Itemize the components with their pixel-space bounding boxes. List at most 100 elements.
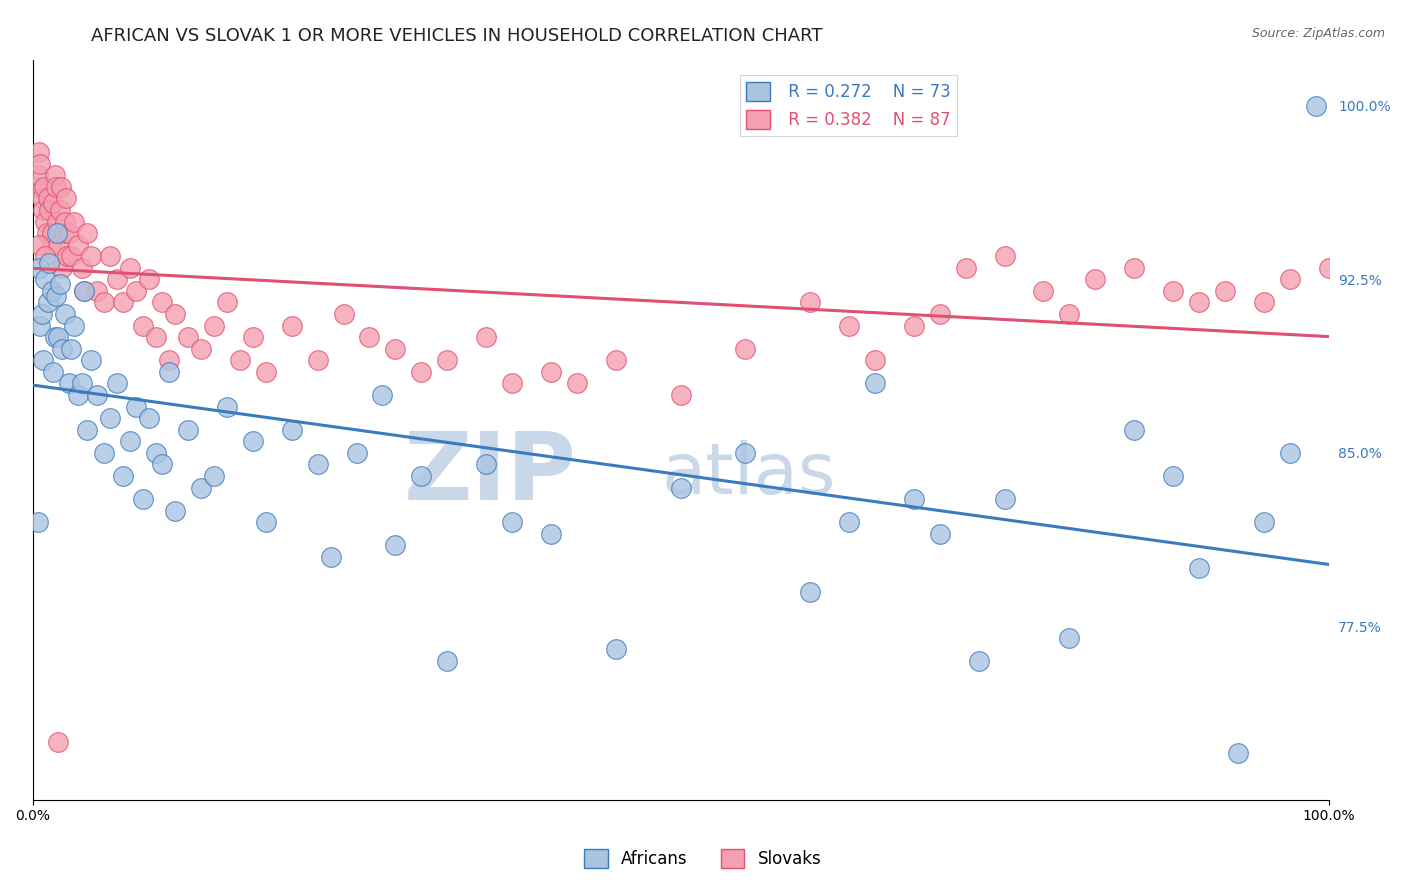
Point [475,458,498,472]
Point [80,353,103,368]
Point [98,249,121,263]
Point [202,318,225,333]
Point [70,260,93,275]
Point [994,491,1017,506]
Point [37,191,59,205]
Point [157,353,180,368]
Point [1084,272,1107,286]
Point [1188,295,1211,310]
Point [66,388,89,402]
Point [177,330,200,344]
Point [118,434,141,449]
Point [229,353,252,368]
Point [1213,284,1236,298]
Point [30,318,52,333]
Point [384,538,406,552]
Point [138,272,160,286]
Point [1317,260,1340,275]
Point [165,307,187,321]
Point [112,295,135,310]
Point [190,342,212,356]
Point [37,295,59,310]
Point [215,400,238,414]
Legend: Africans, Slovaks: Africans, Slovaks [578,842,828,875]
Point [53,307,76,321]
Point [80,249,103,263]
Point [30,157,52,171]
Point [928,307,950,321]
Point [254,365,277,379]
Point [41,226,63,240]
Point [307,353,329,368]
Point [280,423,302,437]
Point [1059,307,1081,321]
Point [86,284,108,298]
Point [669,388,692,402]
Point [1278,446,1301,460]
Point [411,365,433,379]
Point [118,260,141,275]
Point [838,515,860,529]
Point [55,191,77,205]
Point [475,330,498,344]
Point [27,168,49,182]
Point [411,469,433,483]
Point [254,515,277,529]
Point [359,330,381,344]
Point [215,295,238,310]
Point [28,237,51,252]
Point [53,214,76,228]
Point [605,353,627,368]
Point [346,446,368,460]
Point [994,249,1017,263]
Point [48,735,70,749]
Point [76,423,98,437]
Point [145,446,167,460]
Point [31,307,53,321]
Text: ZIP: ZIP [404,428,576,520]
Point [540,526,562,541]
Point [1253,515,1275,529]
Point [838,318,860,333]
Point [307,458,329,472]
Point [371,388,394,402]
Point [42,196,65,211]
Point [1123,260,1146,275]
Point [242,434,264,449]
Point [48,277,70,291]
Point [60,249,83,263]
Point [105,376,128,391]
Point [1123,423,1146,437]
Point [125,284,148,298]
Point [436,654,458,668]
Point [928,526,950,541]
Point [66,237,89,252]
Point [73,284,96,298]
Point [35,226,58,240]
Point [501,376,523,391]
Point [38,202,60,217]
Point [157,365,180,379]
Point [34,214,56,228]
Point [46,226,69,240]
Point [46,214,69,228]
Point [242,330,264,344]
Point [25,179,48,194]
Point [1161,469,1184,483]
Point [45,288,67,302]
Point [63,318,86,333]
Point [799,295,821,310]
Point [44,168,66,182]
Point [319,549,342,564]
Point [48,330,70,344]
Point [60,342,83,356]
Point [131,318,153,333]
Point [565,376,588,391]
Point [105,272,128,286]
Point [1161,284,1184,298]
Point [58,376,80,391]
Point [799,584,821,599]
Point [145,330,167,344]
Text: AFRICAN VS SLOVAK 1 OR MORE VEHICLES IN HOUSEHOLD CORRELATION CHART: AFRICAN VS SLOVAK 1 OR MORE VEHICLES IN … [91,27,823,45]
Point [138,411,160,425]
